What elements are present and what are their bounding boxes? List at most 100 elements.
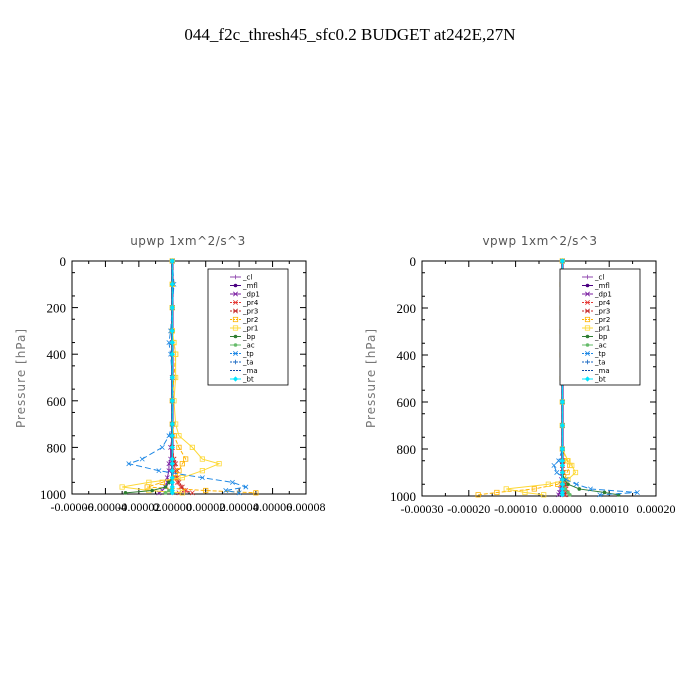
data-point <box>174 475 180 481</box>
data-point <box>233 351 238 356</box>
data-point <box>577 487 582 491</box>
legend-entry: _bp <box>230 333 256 341</box>
x-tick-label: 0.00002 <box>186 500 225 514</box>
data-point <box>169 351 175 357</box>
data-point <box>166 433 172 439</box>
data-point <box>163 485 168 489</box>
data-point <box>233 343 238 347</box>
data-point <box>176 433 182 439</box>
data-point <box>236 490 242 496</box>
legend-label: _pr3 <box>594 308 610 316</box>
data-point <box>233 334 238 339</box>
data-point <box>585 283 590 288</box>
data-point <box>584 316 591 323</box>
data-point <box>156 468 162 474</box>
data-point <box>233 308 238 314</box>
data-point <box>243 484 249 490</box>
data-point <box>159 444 165 450</box>
data-point <box>556 492 562 498</box>
data-point <box>585 351 590 356</box>
data-point <box>585 359 590 365</box>
data-point <box>199 456 205 462</box>
data-point <box>169 339 175 346</box>
legend-entry: _pr3 <box>230 308 258 316</box>
data-point <box>169 444 175 450</box>
y-tick-label: 1000 <box>40 487 66 502</box>
x-tick-label: 0.00008 <box>287 500 326 514</box>
data-point <box>199 468 205 474</box>
data-point <box>565 458 571 464</box>
legend-label: _ac <box>242 342 255 350</box>
legend-entry: _pr1 <box>582 325 610 333</box>
data-point <box>169 258 175 264</box>
data-point <box>573 481 579 487</box>
data-point <box>169 475 175 481</box>
x-tick-label: 0.00010 <box>590 502 629 516</box>
series-layer <box>119 258 259 496</box>
legend-entry: _dp1 <box>582 291 612 299</box>
data-point <box>559 492 565 498</box>
data-point <box>559 462 565 469</box>
legend-label: _pr1 <box>594 325 610 333</box>
legend-label: _ta <box>242 359 254 367</box>
chart-panel-upwp: upwp 1xm^2/s^3 Pressure [hPa] 0 200 400 600… <box>14 234 326 514</box>
data-point <box>150 488 155 493</box>
legend-entry: _pr1 <box>230 325 258 333</box>
y-tick-label: 400 <box>47 347 67 362</box>
data-point <box>169 490 175 496</box>
legend-entry: _bp <box>582 333 608 341</box>
legend-entry: _bt <box>582 376 606 384</box>
data-point <box>166 340 172 346</box>
data-point <box>169 433 175 439</box>
data-point <box>216 461 222 467</box>
axis-ticks: 0 200 400 600 800 1000-0.00030 -0.00020 -0.0001… <box>390 254 676 516</box>
legend-entry: _ac <box>582 342 607 350</box>
legend-label: _tp <box>594 350 606 358</box>
x-tick-label: -0.00030 <box>401 502 444 516</box>
data-point <box>232 325 239 331</box>
data-point <box>559 446 565 452</box>
data-point <box>146 479 152 485</box>
data-point <box>167 488 171 493</box>
legend-label: _mfl <box>242 282 258 290</box>
legend-label: _bt <box>242 376 254 384</box>
legend-entry: _cl <box>230 274 252 282</box>
legend-entry: _ma <box>582 367 610 375</box>
y-tick-label: 200 <box>397 301 417 316</box>
data-point <box>179 461 185 467</box>
legend-entry: _dp1 <box>230 291 260 299</box>
legend: _cl_mfl_dp1_pr4_pr3_pr2_pr1_bp_ac_tp_ta_… <box>207 268 289 386</box>
data-point <box>563 487 568 491</box>
data-point <box>163 491 168 495</box>
data-point <box>139 456 145 462</box>
data-point <box>229 479 235 485</box>
series-line <box>125 261 173 494</box>
y-tick-label: 0 <box>60 254 67 269</box>
legend-entry: _pr3 <box>582 308 610 316</box>
series-bt <box>169 258 175 496</box>
legend-label: _pr2 <box>594 316 610 324</box>
data-point <box>585 274 590 280</box>
legend-label: _mfl <box>594 282 610 290</box>
legend-entry: _mfl <box>582 282 610 290</box>
data-point <box>559 399 565 405</box>
data-point <box>169 281 175 287</box>
legend-box <box>207 268 289 386</box>
chart-panel-vpwp: vpwp 1xm^2/s^3 Pressure [hPa] 0 200 400 600… <box>364 234 676 516</box>
data-point <box>203 487 209 494</box>
x-tick-label: -0.00004 <box>84 500 127 514</box>
x-tick-label: -0.00006 <box>51 500 94 514</box>
data-point <box>563 477 569 483</box>
legend-label: _pr4 <box>594 299 611 307</box>
y-tick-label: 800 <box>47 440 67 455</box>
data-point <box>119 484 125 490</box>
panel-title: vpwp 1xm^2/s^3 <box>482 234 597 248</box>
y-tick-label: 400 <box>397 348 417 363</box>
data-point <box>556 458 562 464</box>
legend-label: _tp <box>242 350 254 358</box>
legend-label: _pr3 <box>242 308 258 316</box>
data-point <box>176 479 182 485</box>
data-point <box>169 421 175 427</box>
data-point <box>541 492 547 498</box>
legend-box <box>559 268 641 386</box>
